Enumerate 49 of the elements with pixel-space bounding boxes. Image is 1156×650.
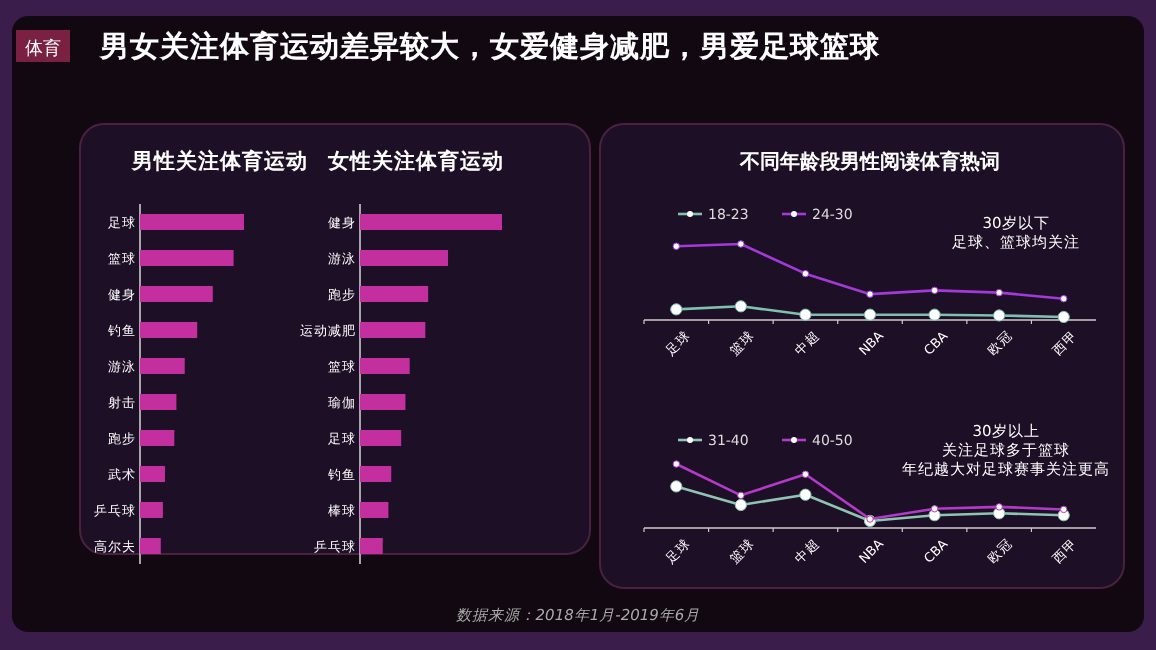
- point: [930, 505, 939, 513]
- point: [1060, 505, 1068, 514]
- bar: [360, 538, 383, 554]
- point: [670, 480, 683, 493]
- point: [993, 309, 1006, 322]
- chart-title: 女性关注体育运动: [326, 148, 504, 174]
- point: [799, 488, 812, 501]
- bar: [140, 502, 163, 518]
- point: [672, 242, 680, 250]
- point: [863, 308, 877, 321]
- bar: [360, 430, 402, 446]
- point: [734, 498, 747, 512]
- point: [734, 300, 747, 313]
- point: [866, 515, 874, 523]
- bar: [140, 430, 175, 446]
- point: [995, 503, 1003, 511]
- bar: [360, 214, 502, 230]
- point: [672, 460, 680, 468]
- bar: [140, 250, 234, 266]
- bar: [140, 286, 213, 302]
- bar: [360, 394, 406, 410]
- bar: [360, 250, 449, 266]
- point: [1057, 310, 1070, 324]
- point: [930, 286, 939, 295]
- point: [801, 269, 810, 278]
- point: [801, 470, 810, 478]
- point: [866, 290, 874, 298]
- bar: [360, 358, 410, 374]
- bar: [140, 466, 165, 482]
- point: [799, 308, 812, 321]
- bar: [140, 322, 198, 338]
- text: 男女关注体育运动差异较大，女爱健身减肥，男爱足球篮球: [98, 28, 882, 64]
- bar: [140, 358, 185, 374]
- chart-title: 男性关注体育运动: [130, 148, 308, 174]
- point: [670, 303, 683, 316]
- chart-title: 不同年龄段男性阅读体育热词: [738, 150, 1000, 174]
- point: [928, 308, 941, 321]
- point: [1060, 295, 1068, 303]
- point: [737, 240, 745, 248]
- bar: [360, 322, 426, 338]
- bar: [140, 394, 177, 410]
- bar: [140, 538, 161, 554]
- text: 体育: [25, 38, 61, 60]
- point: [995, 288, 1003, 297]
- point: [737, 491, 745, 500]
- bar: [140, 214, 244, 230]
- bar: [360, 502, 389, 518]
- bar: [360, 286, 429, 302]
- bar: [360, 466, 392, 482]
